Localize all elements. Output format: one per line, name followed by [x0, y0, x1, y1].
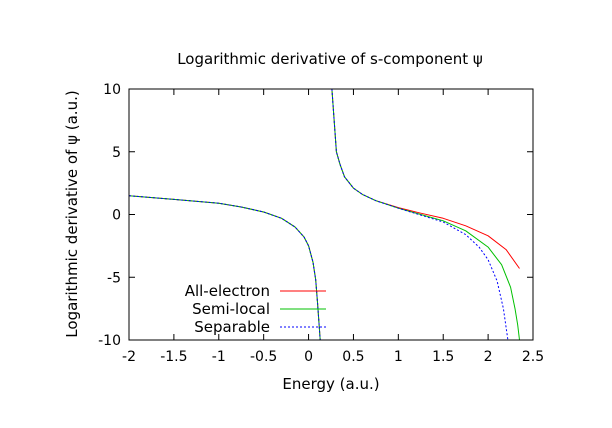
plot-curves [128, 88, 520, 341]
x-axis-label: Energy (a.u.) [282, 375, 379, 393]
legend-label: Separable [194, 318, 270, 336]
legend-label: All-electron [185, 282, 270, 300]
series-line-all-electron-branch-2 [331, 88, 520, 269]
x-tick-label: -1.5 [160, 349, 187, 365]
x-tick-label: 2.5 [522, 349, 544, 365]
y-tick-label: 10 [103, 82, 121, 98]
y-tick-label: -10 [98, 333, 121, 349]
y-axis-label: Logarithmic derivative of ψ (a.u.) [63, 90, 81, 337]
x-tick-label: -2 [122, 349, 136, 365]
chart-title: Logarithmic derivative of s-component ψ [177, 50, 483, 68]
x-tick-label: 1 [394, 349, 403, 365]
x-tick-label: -1 [212, 349, 226, 365]
x-tick-label: -0.5 [250, 349, 277, 365]
series-line-separable-branch-1 [128, 195, 321, 341]
x-tick-label: 0 [304, 349, 313, 365]
plot-frame [128, 88, 534, 341]
series-line-separable-branch-2 [331, 88, 509, 341]
axis-ticks: -2 -1.5 -1 -0.5 0 0.5 1 1.5 2 2.5 -10 -5 0 5 10 [98, 82, 544, 365]
x-tick-label: 0.5 [342, 349, 364, 365]
y-tick-label: 5 [112, 145, 121, 161]
legend-label: Semi-local [192, 300, 270, 318]
y-tick-label: -5 [107, 270, 121, 286]
x-tick-label: 1.5 [432, 349, 454, 365]
x-tick-label: 2 [484, 349, 493, 365]
y-tick-label: 0 [112, 208, 121, 224]
